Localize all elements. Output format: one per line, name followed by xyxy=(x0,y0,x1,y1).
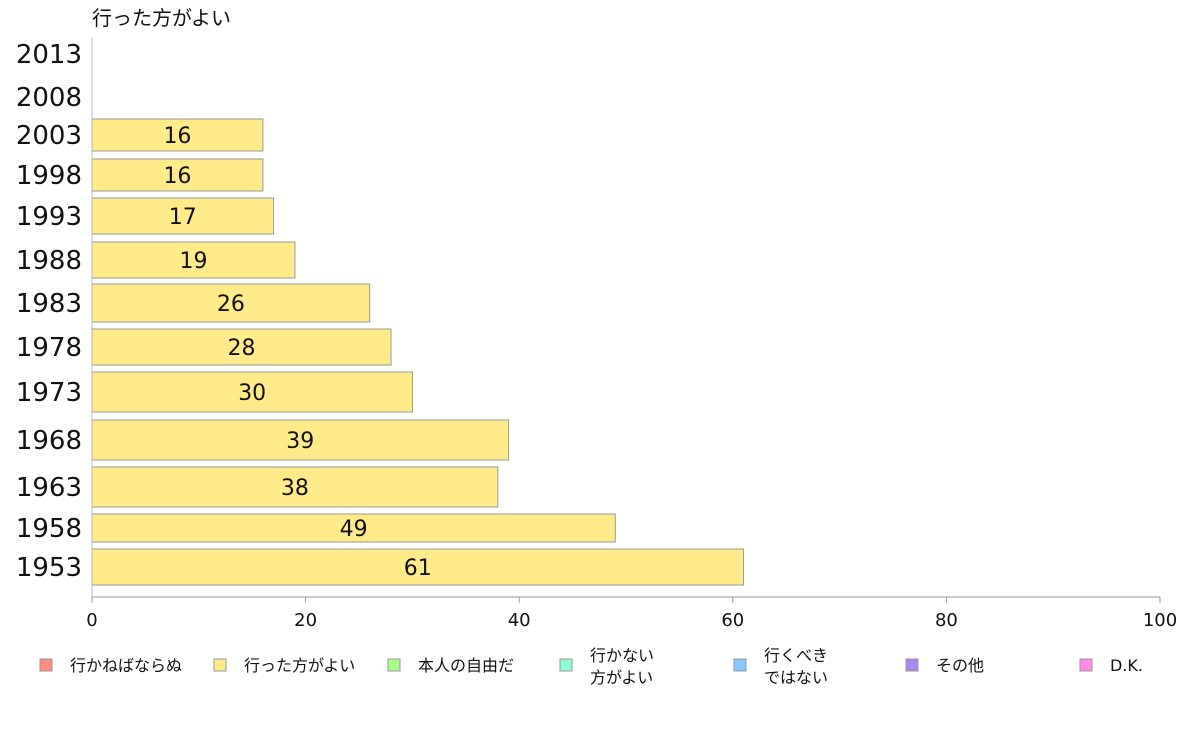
legend-swatch xyxy=(905,658,919,672)
y-tick-label: 1998 xyxy=(16,161,82,191)
legend-label: ではない xyxy=(764,668,828,687)
bar xyxy=(91,513,616,543)
legend-swatch xyxy=(1079,658,1093,672)
legend-swatch xyxy=(39,658,53,672)
y-tick-label: 2003 xyxy=(16,121,82,151)
y-tick-label: 1958 xyxy=(16,514,82,544)
data-label: 30 xyxy=(238,381,266,406)
legend-swatch xyxy=(387,658,401,672)
data-label: 61 xyxy=(404,556,432,581)
chart-title: 行った方がよい xyxy=(92,6,231,30)
legend-label: 本人の自由だ xyxy=(418,656,514,675)
bar xyxy=(91,118,264,152)
data-label: 19 xyxy=(179,249,207,274)
legend-swatch xyxy=(733,658,747,672)
legend-label: その他 xyxy=(936,656,984,675)
data-label: 17 xyxy=(169,205,197,230)
y-tick-label: 1953 xyxy=(16,553,82,583)
bars-group: 2013 2008 2003 16 1998 16 1993 17 1988 19 1983 26 19… xyxy=(16,40,744,586)
bar xyxy=(91,197,275,235)
x-tick-label: 0 xyxy=(86,610,97,631)
y-tick-label: 1973 xyxy=(16,378,82,408)
data-label: 38 xyxy=(281,476,309,501)
legend-label: 行った方がよい xyxy=(244,656,355,675)
legend-label: 行かない xyxy=(590,646,654,665)
x-tick-label: 20 xyxy=(294,610,317,631)
bar xyxy=(91,283,371,323)
data-label: 49 xyxy=(340,517,368,542)
legend-label: 方がよい xyxy=(590,668,653,687)
legend-label: 行かねばならぬ xyxy=(70,656,182,675)
data-label: 16 xyxy=(163,124,191,149)
y-tick-label: 1978 xyxy=(16,333,82,363)
data-label: 39 xyxy=(286,429,314,454)
y-tick-label: 2013 xyxy=(16,40,82,70)
y-tick-label: 1993 xyxy=(16,202,82,232)
y-tick-label: 2008 xyxy=(16,83,82,113)
x-tick-label: 40 xyxy=(508,610,531,631)
data-label: 28 xyxy=(228,336,256,361)
x-tick-label: 80 xyxy=(935,610,958,631)
x-tick-label: 60 xyxy=(721,610,744,631)
legend-label: 行くべき xyxy=(764,646,828,665)
bar xyxy=(91,158,264,192)
legend-swatch xyxy=(559,658,573,672)
bar xyxy=(91,548,744,586)
data-label: 16 xyxy=(163,164,191,189)
y-tick-label: 1983 xyxy=(16,289,82,319)
legend-swatch xyxy=(213,658,227,672)
y-tick-label: 1988 xyxy=(16,246,82,276)
x-axis: 0 20 40 60 80 100 xyxy=(86,38,1177,631)
y-tick-label: 1963 xyxy=(16,473,82,503)
bar xyxy=(91,371,413,413)
bar xyxy=(91,241,296,279)
legend-label: D.K. xyxy=(1110,656,1143,675)
data-label: 26 xyxy=(217,292,245,317)
y-tick-label: 1968 xyxy=(16,426,82,456)
x-tick-label: 100 xyxy=(1143,610,1177,631)
